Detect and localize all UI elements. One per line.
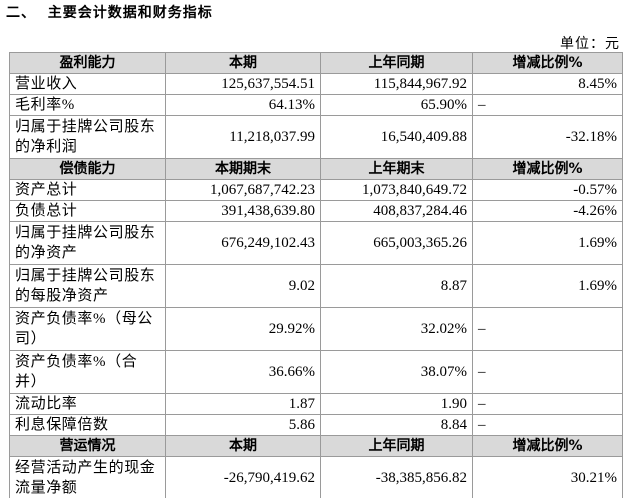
row-label: 流动比率 xyxy=(9,393,166,415)
value-cell: 1,067,687,742.23 xyxy=(165,179,321,201)
value-cell: 32.02% xyxy=(320,307,473,351)
value-cell: 11,218,037.99 xyxy=(165,115,321,159)
header-cell: 上年期末 xyxy=(320,158,473,180)
value-cell: 676,249,102.43 xyxy=(165,221,321,265)
value-cell: 64.13% xyxy=(165,94,321,116)
financial-table: 盈利能力 本期 上年同期 增减比例% 营业收入 125,637,554.51 115,844… xyxy=(9,52,623,498)
row-label: 营业收入 xyxy=(9,73,166,95)
header-row: 盈利能力 本期 上年同期 增减比例% xyxy=(9,52,623,74)
data-row: 归属于挂牌公司股东的每股净资产 9.02 8.87 1.69% xyxy=(9,264,623,308)
value-cell: 8.84 xyxy=(320,414,473,436)
data-row: 资产负债率%（母公司） 29.92% 32.02% – xyxy=(9,307,623,351)
header-cell: 营运情况 xyxy=(9,435,166,457)
row-label: 资产负债率%（合并） xyxy=(9,350,166,394)
header-cell: 盈利能力 xyxy=(9,52,166,74)
value-cell: 30.21% xyxy=(472,456,623,498)
row-label: 归属于挂牌公司股东的每股净资产 xyxy=(9,264,166,308)
row-label: 负债总计 xyxy=(9,200,166,222)
value-cell: – xyxy=(472,414,623,436)
data-row: 资产负债率%（合并） 36.66% 38.07% – xyxy=(9,350,623,394)
value-cell: -0.57% xyxy=(472,179,623,201)
header-cell: 本期期末 xyxy=(165,158,321,180)
header-cell: 增减比例% xyxy=(472,158,623,180)
value-cell: 38.07% xyxy=(320,350,473,394)
value-cell: 8.87 xyxy=(320,264,473,308)
row-label: 利息保障倍数 xyxy=(9,414,166,436)
value-cell: – xyxy=(472,393,623,415)
data-row: 毛利率% 64.13% 65.90% – xyxy=(9,94,623,116)
header-row: 偿债能力 本期期末 上年期末 增减比例% xyxy=(9,158,623,180)
value-cell: 1.87 xyxy=(165,393,321,415)
value-cell: – xyxy=(472,350,623,394)
row-label: 毛利率% xyxy=(9,94,166,116)
header-cell: 偿债能力 xyxy=(9,158,166,180)
value-cell: -32.18% xyxy=(472,115,623,159)
data-row: 营业收入 125,637,554.51 115,844,967.92 8.45% xyxy=(9,73,623,95)
value-cell: 1,073,840,649.72 xyxy=(320,179,473,201)
value-cell: 125,637,554.51 xyxy=(165,73,321,95)
value-cell: 1.69% xyxy=(472,264,623,308)
data-row: 资产总计 1,067,687,742.23 1,073,840,649.72 -0.5… xyxy=(9,179,623,201)
value-cell: 36.66% xyxy=(165,350,321,394)
row-label: 资产总计 xyxy=(9,179,166,201)
row-label: 经营活动产生的现金流量净额 xyxy=(9,456,166,498)
unit-label: 单位：元 xyxy=(560,37,620,52)
value-cell: 1.90 xyxy=(320,393,473,415)
row-label: 归属于挂牌公司股东的净利润 xyxy=(9,115,166,159)
value-cell: 29.92% xyxy=(165,307,321,351)
row-label: 资产负债率%（母公司） xyxy=(9,307,166,351)
section-title: 二、 主要会计数据和财务指标 xyxy=(6,5,213,21)
data-row: 负债总计 391,438,639.80 408,837,284.46 -4.26% xyxy=(9,200,623,222)
value-cell: -26,790,419.62 xyxy=(165,456,321,498)
value-cell: -4.26% xyxy=(472,200,623,222)
data-row: 流动比率 1.87 1.90– xyxy=(9,393,623,415)
value-cell: – xyxy=(472,94,623,116)
value-cell: 115,844,967.92 xyxy=(320,73,473,95)
header-cell: 本期 xyxy=(165,52,321,74)
value-cell: 1.69% xyxy=(472,221,623,265)
header-cell: 增减比例% xyxy=(472,52,623,74)
value-cell: -38,385,856.82 xyxy=(320,456,473,498)
value-cell: 391,438,639.80 xyxy=(165,200,321,222)
value-cell: 408,837,284.46 xyxy=(320,200,473,222)
value-cell: 16,540,409.88 xyxy=(320,115,473,159)
header-cell: 本期 xyxy=(165,435,321,457)
value-cell: – xyxy=(472,307,623,351)
value-cell: 65.90% xyxy=(320,94,473,116)
header-cell: 上年同期 xyxy=(320,52,473,74)
data-row: 利息保障倍数 5.86 8.84– xyxy=(9,414,623,436)
header-row: 营运情况 本期 上年同期 增减比例% xyxy=(9,435,623,457)
header-cell: 上年同期 xyxy=(320,435,473,457)
header-cell: 增减比例% xyxy=(472,435,623,457)
value-cell: 5.86 xyxy=(165,414,321,436)
value-cell: 9.02 xyxy=(165,264,321,308)
value-cell: 665,003,365.26 xyxy=(320,221,473,265)
data-row: 归属于挂牌公司股东的净资产 676,249,102.43 665,003,365.2… xyxy=(9,221,623,265)
value-cell: 8.45% xyxy=(472,73,623,95)
row-label: 归属于挂牌公司股东的净资产 xyxy=(9,221,166,265)
data-row: 归属于挂牌公司股东的净利润 11,218,037.99 16,540,409.88-… xyxy=(9,115,623,159)
data-row: 经营活动产生的现金流量净额 -26,790,419.62 -38,385,856.8… xyxy=(9,456,623,498)
